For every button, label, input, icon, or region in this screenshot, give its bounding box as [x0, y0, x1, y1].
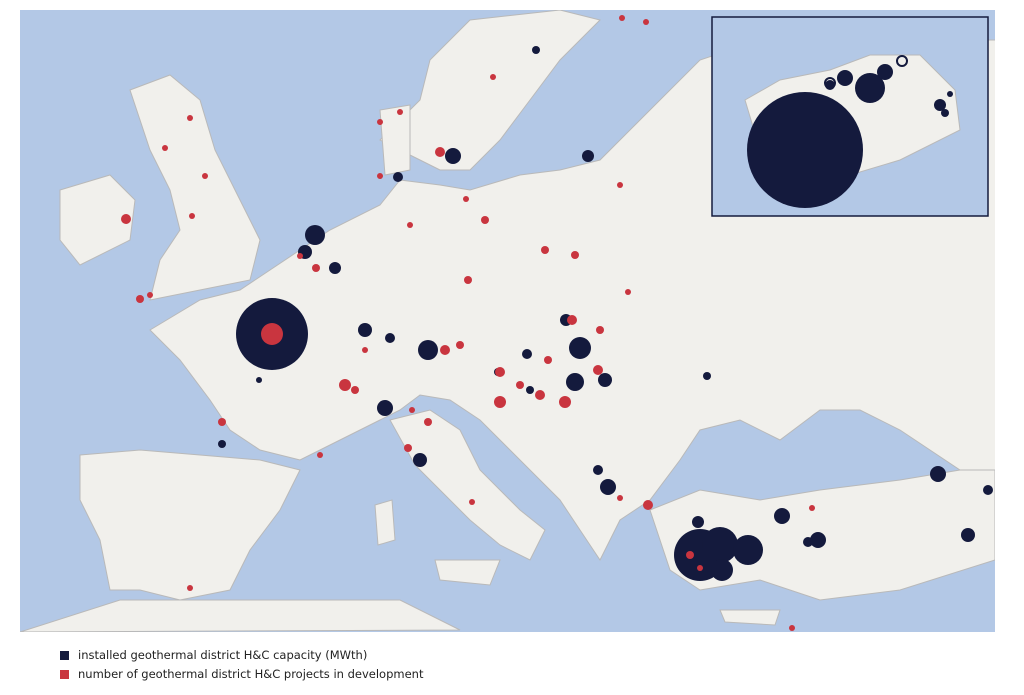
legend-swatch [60, 669, 69, 679]
legend-item: installed geothermal district H&C capaci… [60, 648, 367, 662]
project-bubbles [121, 15, 815, 631]
capacity-bubbles [218, 46, 993, 581]
map [20, 10, 995, 632]
legend-label: number of geothermal district H&C projec… [78, 667, 424, 681]
basemap [20, 10, 995, 632]
legend-label: installed geothermal district H&C capaci… [78, 648, 368, 662]
legend-swatch [60, 650, 69, 660]
legend-item: number of geothermal district H&C projec… [60, 667, 423, 681]
